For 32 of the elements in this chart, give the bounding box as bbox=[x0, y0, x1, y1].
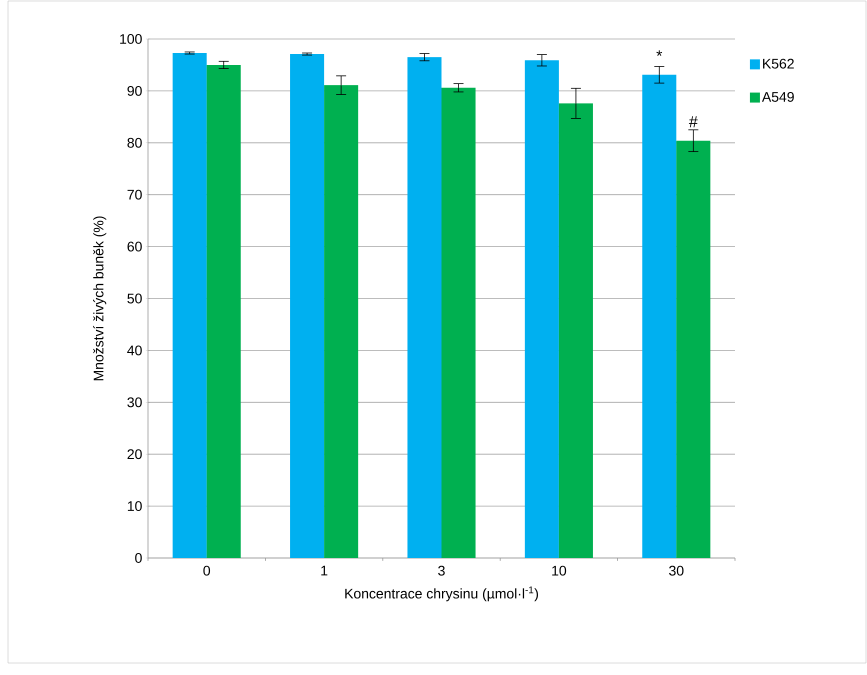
bar bbox=[642, 74, 676, 558]
x-tick-label: 0 bbox=[203, 566, 210, 576]
bar bbox=[558, 103, 593, 558]
y-axis-title: Množství živých buněk (%) bbox=[93, 216, 106, 380]
y-tick-label: 0 bbox=[135, 553, 142, 563]
bar bbox=[676, 140, 710, 558]
y-tick-label: 80 bbox=[127, 138, 142, 148]
bar bbox=[442, 88, 476, 558]
legend-label: K562 bbox=[763, 58, 794, 69]
bar bbox=[407, 57, 442, 558]
y-tick-label: 10 bbox=[128, 501, 142, 512]
x-tick-label: 3 bbox=[438, 566, 445, 576]
bar bbox=[524, 60, 559, 558]
bar bbox=[206, 64, 241, 558]
y-tick-label: 50 bbox=[127, 294, 142, 304]
x-axis-title: Koncentrace chrysinu (µmol·l$^{-1}$) bbox=[345, 586, 538, 602]
y-tick-label: 30 bbox=[127, 397, 142, 408]
legend-label: A549 bbox=[762, 92, 794, 102]
y-tick-label: 100 bbox=[120, 34, 142, 44]
bar bbox=[324, 85, 358, 558]
x-tick-label: 30 bbox=[669, 566, 684, 576]
annotation: * bbox=[656, 50, 662, 56]
bar bbox=[172, 53, 207, 558]
annotation: # bbox=[688, 116, 698, 128]
y-tick-label: 60 bbox=[128, 242, 142, 252]
y-tick-label: 40 bbox=[127, 345, 142, 356]
y-tick-label: 20 bbox=[128, 449, 142, 460]
x-tick-label: 10 bbox=[552, 566, 566, 576]
y-tick-label: 90 bbox=[127, 86, 142, 96]
bar bbox=[290, 54, 324, 558]
y-tick-label: 70 bbox=[128, 190, 142, 200]
x-tick-label: 1 bbox=[321, 566, 328, 576]
